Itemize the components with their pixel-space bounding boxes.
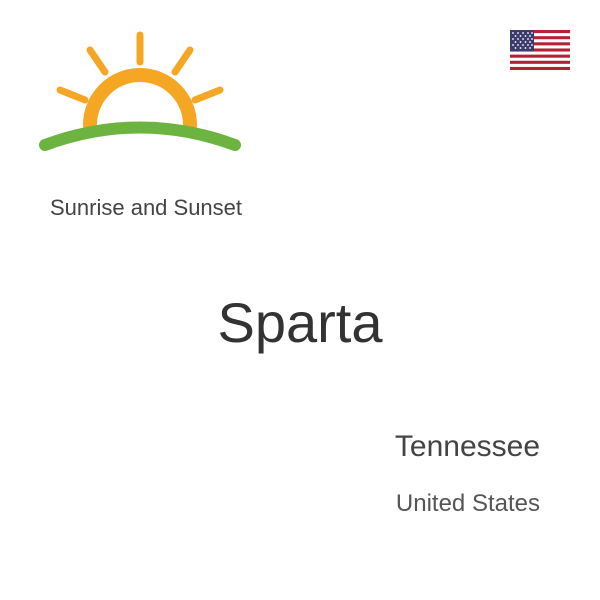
region-name: Tennessee: [395, 430, 540, 464]
us-flag-icon: [510, 30, 570, 70]
city-name: Sparta: [0, 290, 600, 355]
country-name: United States: [396, 490, 540, 518]
subtitle-text: Sunrise and Sunset: [50, 195, 242, 221]
sunrise-sunset-logo: [30, 20, 250, 180]
